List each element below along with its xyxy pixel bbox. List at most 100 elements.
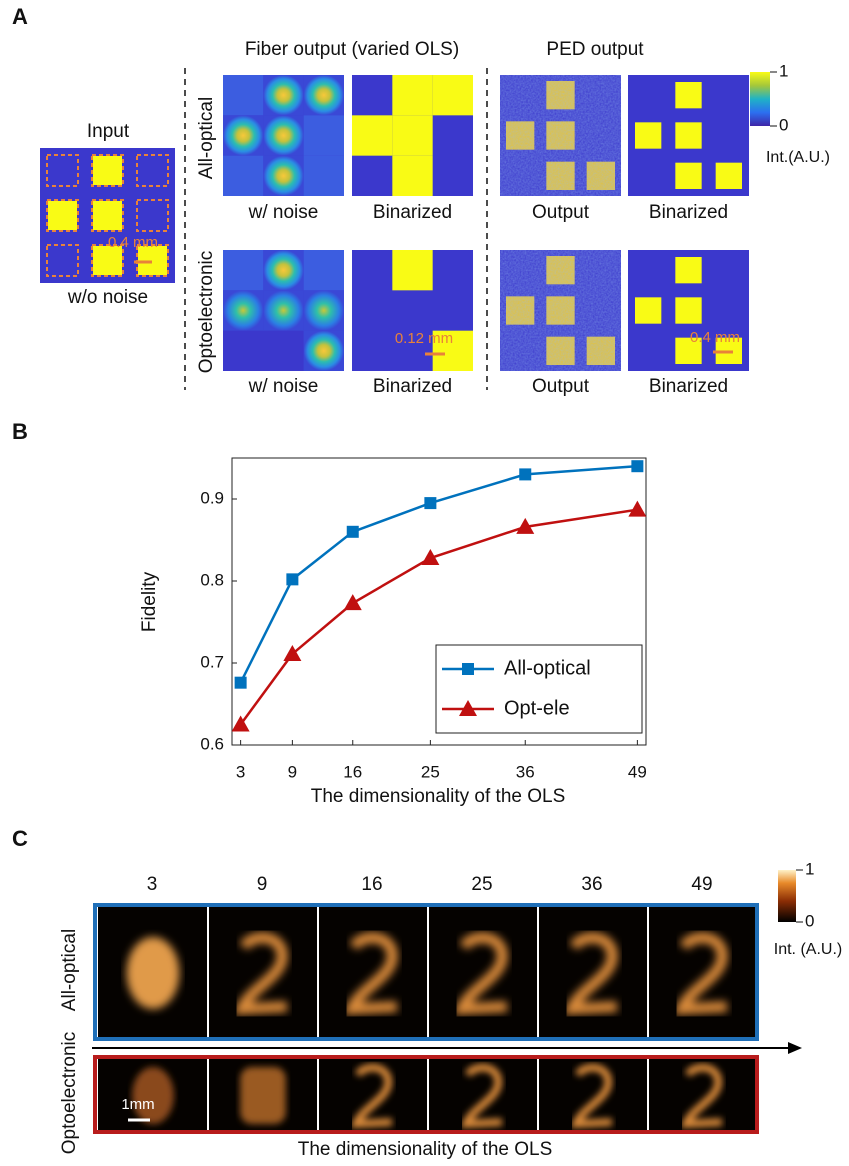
frame [93, 1055, 759, 1134]
sample-shape [126, 937, 180, 1009]
image-cell [432, 330, 473, 371]
marker [628, 500, 647, 517]
image-cell [635, 122, 662, 149]
scale-label: 1mm [121, 1096, 154, 1113]
image-cell [352, 115, 393, 156]
sample-shape [570, 1063, 613, 1129]
image-cell [675, 162, 702, 189]
image-cell [223, 155, 264, 196]
noise [500, 75, 621, 196]
sample-shape [350, 1063, 393, 1129]
sample-shape [453, 932, 508, 1015]
image-cell [715, 162, 742, 189]
x-tick-label: 9 [288, 762, 297, 781]
legend-marker [459, 700, 477, 716]
image-cell [263, 155, 304, 196]
outline [46, 199, 79, 232]
outline [46, 154, 79, 187]
image-caption: Binarized [649, 202, 728, 223]
sample-shape [240, 1067, 286, 1124]
image-cell [303, 75, 344, 116]
sample-shape [460, 1063, 503, 1129]
image-caption: Binarized [649, 376, 728, 397]
sample [350, 1063, 393, 1129]
image-cell [303, 155, 344, 196]
outline [91, 244, 124, 277]
sample [240, 1067, 286, 1124]
image [648, 907, 758, 1037]
y-tick-label: 0.9 [200, 488, 224, 507]
image-cell [93, 156, 122, 185]
image-cell [303, 115, 344, 156]
image-caption: w/o noise [67, 287, 148, 308]
noise [500, 250, 621, 371]
colorbar-tick-label: 0 [779, 115, 788, 134]
column-label: 36 [581, 874, 602, 895]
image-cell [675, 82, 702, 109]
image-cell [48, 201, 77, 230]
image-caption: Output [532, 376, 590, 397]
row-label: All-optical [196, 97, 217, 179]
marker [631, 460, 644, 473]
image-cell [263, 115, 304, 156]
image-cell [392, 250, 433, 291]
x-tick-label: 16 [343, 762, 362, 781]
image-cell [635, 297, 662, 324]
marker [516, 517, 535, 534]
marker [343, 594, 362, 611]
sample [460, 1063, 503, 1129]
x-tick-label: 25 [421, 762, 440, 781]
colorbar-tick-label: 0 [805, 911, 814, 930]
image-cell [303, 250, 344, 291]
image-caption: Output [532, 202, 590, 223]
outline [136, 199, 169, 232]
column-label: 25 [471, 874, 492, 895]
image-cell [93, 246, 122, 275]
image-cell [223, 115, 264, 156]
colorbar [778, 870, 796, 922]
marker [283, 644, 302, 661]
scale-label: 0.12 mm [395, 330, 453, 347]
image-cell [432, 75, 473, 116]
series-line [239, 508, 638, 726]
image-cell [223, 75, 264, 116]
panel-label: C [12, 826, 28, 851]
outline [91, 154, 124, 187]
colorbar-label: Int.(A.U.) [766, 149, 830, 166]
colorbar-tick-label: 1 [779, 61, 788, 80]
sample-shape [343, 932, 398, 1015]
legend-label: Opt-ele [504, 697, 570, 719]
arrow-head [788, 1042, 802, 1054]
row-label: All-optical [59, 929, 80, 1011]
column-label: 3 [147, 874, 158, 895]
image-caption: Binarized [373, 202, 452, 223]
image-cell [303, 330, 344, 371]
row-label: Optoelectronic [196, 251, 217, 374]
image-cell [223, 290, 264, 331]
image-cell [263, 75, 304, 116]
sample-shape [563, 932, 618, 1015]
image-caption: w/ noise [248, 376, 319, 397]
sample [570, 1063, 613, 1129]
image [538, 907, 648, 1037]
x-axis-label: The dimensionality of the OLS [311, 786, 566, 807]
series-line [239, 464, 638, 684]
y-axis-label: Fidelity [139, 571, 160, 632]
x-axis-label: The dimensionality of the OLS [298, 1139, 553, 1160]
frame [93, 903, 759, 1041]
column-label: 16 [361, 874, 382, 895]
outline [136, 154, 169, 187]
sample [453, 932, 508, 1015]
y-tick-label: 0.7 [200, 652, 224, 671]
sample [673, 932, 728, 1015]
column-label: 9 [257, 874, 268, 895]
image-cell [223, 250, 264, 291]
image [208, 907, 318, 1037]
legend [435, 644, 643, 734]
sample [343, 932, 398, 1015]
image [428, 907, 538, 1037]
group-title: PED output [546, 39, 644, 60]
marker [231, 715, 250, 732]
image-cell [392, 115, 433, 156]
panel-label: B [12, 419, 28, 444]
